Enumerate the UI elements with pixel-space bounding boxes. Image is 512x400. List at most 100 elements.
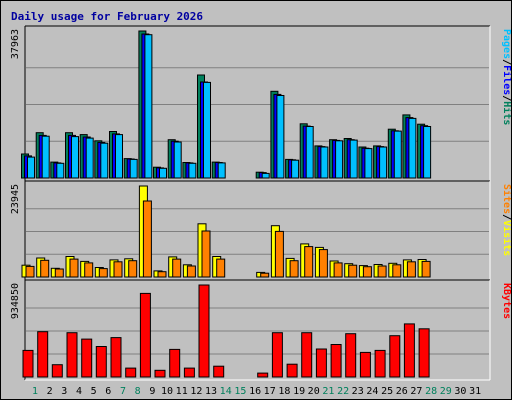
bar-pages-day-13 xyxy=(203,81,211,179)
bar-pages-day-23 xyxy=(349,139,358,179)
bar-pages-day-21 xyxy=(320,146,329,179)
bar-pages-day-14 xyxy=(217,162,226,179)
legend-item-3: / xyxy=(501,95,511,101)
x-tick-label-20: 20 xyxy=(308,386,320,397)
x-tick-label-14: 14 xyxy=(220,386,232,397)
chart-title: Daily usage for February 2026 xyxy=(11,10,203,23)
x-tick-label-2: 2 xyxy=(47,386,53,397)
bar-sites-day-9 xyxy=(142,200,152,278)
bar-pages-day-28 xyxy=(423,126,432,179)
bar-kbytes-day-1 xyxy=(22,349,34,378)
x-tick-label-7: 7 xyxy=(120,386,126,397)
x-tick-label-8: 8 xyxy=(135,386,141,397)
bar-kbytes-day-5 xyxy=(81,338,93,378)
bar-kbytes-day-2 xyxy=(37,331,49,378)
legend-item-1: / xyxy=(501,214,511,220)
x-tick-label-12: 12 xyxy=(190,386,202,397)
x-axis-day-labels: 1 2 3 4 5 6 7 8 9 10 11 12 13 14 15 16 17 18 19 20 21 22 23 24 2… xyxy=(32,386,481,397)
bar-sites-day-13 xyxy=(201,230,211,278)
bar-pages-day-12 xyxy=(188,162,197,179)
bar-sites-day-28 xyxy=(421,260,431,278)
bar-pages-day-25 xyxy=(379,146,388,179)
bar-sites-day-12 xyxy=(186,265,196,278)
bar-sites-day-24 xyxy=(362,266,372,278)
bar-kbytes-day-7 xyxy=(110,337,122,378)
x-tick-label-15: 15 xyxy=(234,386,246,397)
bar-pages-day-17 xyxy=(261,172,270,179)
bar-sites-day-2 xyxy=(40,259,50,278)
y-max-label: 37963 xyxy=(10,29,21,59)
bar-kbytes-day-21 xyxy=(315,348,327,378)
bar-kbytes-day-14 xyxy=(213,365,225,378)
bar-pages-day-27 xyxy=(408,117,417,179)
legend-item-0: Sites xyxy=(501,184,511,214)
bar-sites-day-7 xyxy=(113,261,123,278)
bar-sites-day-10 xyxy=(157,271,167,278)
bar-kbytes-day-13 xyxy=(198,284,210,378)
x-tick-label-31: 31 xyxy=(469,386,481,397)
bar-sites-day-17 xyxy=(260,272,270,278)
x-tick-label-23: 23 xyxy=(352,386,364,397)
bar-kbytes-day-20 xyxy=(301,332,313,378)
bar-sites-day-19 xyxy=(289,260,299,278)
panel-kbytes: 934850 KBytes xyxy=(10,279,511,381)
x-tick-label-3: 3 xyxy=(61,386,67,397)
legend-item-1: / xyxy=(501,59,511,65)
panel-legend: KBytes xyxy=(501,283,511,319)
x-tick-label-4: 4 xyxy=(76,386,82,397)
x-tick-label-9: 9 xyxy=(149,386,155,397)
x-tick-label-1: 1 xyxy=(32,386,38,397)
bar-kbytes-day-10 xyxy=(154,369,166,378)
x-tick-label-28: 28 xyxy=(425,386,437,397)
bar-sites-day-22 xyxy=(333,262,343,278)
bar-kbytes-day-9 xyxy=(139,292,151,378)
bar-kbytes-day-26 xyxy=(389,335,401,378)
x-tick-label-27: 27 xyxy=(410,386,422,397)
bar-sites-day-18 xyxy=(274,230,284,278)
panel-legend: Sites/Visits xyxy=(501,184,511,256)
bar-kbytes-day-4 xyxy=(66,332,78,378)
panel-hits-files-pages: 37963 Pages/Files/Hits xyxy=(10,25,511,182)
bar-kbytes-day-11 xyxy=(169,348,181,378)
x-tick-label-11: 11 xyxy=(176,386,188,397)
bar-sites-day-4 xyxy=(69,258,79,278)
bar-sites-day-6 xyxy=(98,268,108,278)
bar-sites-day-21 xyxy=(318,249,328,278)
bar-sites-day-23 xyxy=(348,264,358,278)
bar-pages-day-19 xyxy=(291,159,300,179)
x-tick-label-22: 22 xyxy=(337,386,349,397)
bar-sites-day-1 xyxy=(25,265,35,278)
x-tick-label-16: 16 xyxy=(249,386,261,397)
bar-kbytes-day-12 xyxy=(183,367,195,378)
x-tick-label-21: 21 xyxy=(322,386,334,397)
bar-pages-day-8 xyxy=(129,158,138,179)
bar-sites-day-8 xyxy=(128,260,138,278)
bar-kbytes-day-23 xyxy=(345,333,357,378)
bar-pages-day-11 xyxy=(173,141,182,179)
legend-item-2: Visits xyxy=(501,220,511,256)
bar-pages-day-22 xyxy=(335,140,344,179)
bar-pages-day-5 xyxy=(85,137,94,179)
bar-kbytes-day-27 xyxy=(403,323,415,378)
bar-kbytes-day-28 xyxy=(418,328,430,378)
bar-sites-day-14 xyxy=(216,258,226,278)
bar-sites-day-25 xyxy=(377,265,387,278)
bar-sites-day-3 xyxy=(54,268,64,278)
y-max-label: 934850 xyxy=(10,283,21,319)
bar-pages-day-20 xyxy=(305,126,314,179)
bar-kbytes-day-25 xyxy=(374,349,386,378)
legend-item-4: Hits xyxy=(501,101,511,125)
bar-pages-day-10 xyxy=(159,167,167,179)
x-tick-label-6: 6 xyxy=(105,386,111,397)
bar-kbytes-day-3 xyxy=(51,364,63,378)
bar-sites-day-27 xyxy=(406,261,416,278)
bar-kbytes-day-18 xyxy=(271,332,283,378)
bar-pages-day-4 xyxy=(71,136,79,179)
panel-visits-sites: 23945 Sites/Visits xyxy=(10,180,511,281)
x-tick-label-29: 29 xyxy=(440,386,452,397)
bar-pages-day-6 xyxy=(100,142,109,179)
bar-kbytes-day-8 xyxy=(125,367,137,378)
bar-kbytes-day-19 xyxy=(286,363,298,378)
